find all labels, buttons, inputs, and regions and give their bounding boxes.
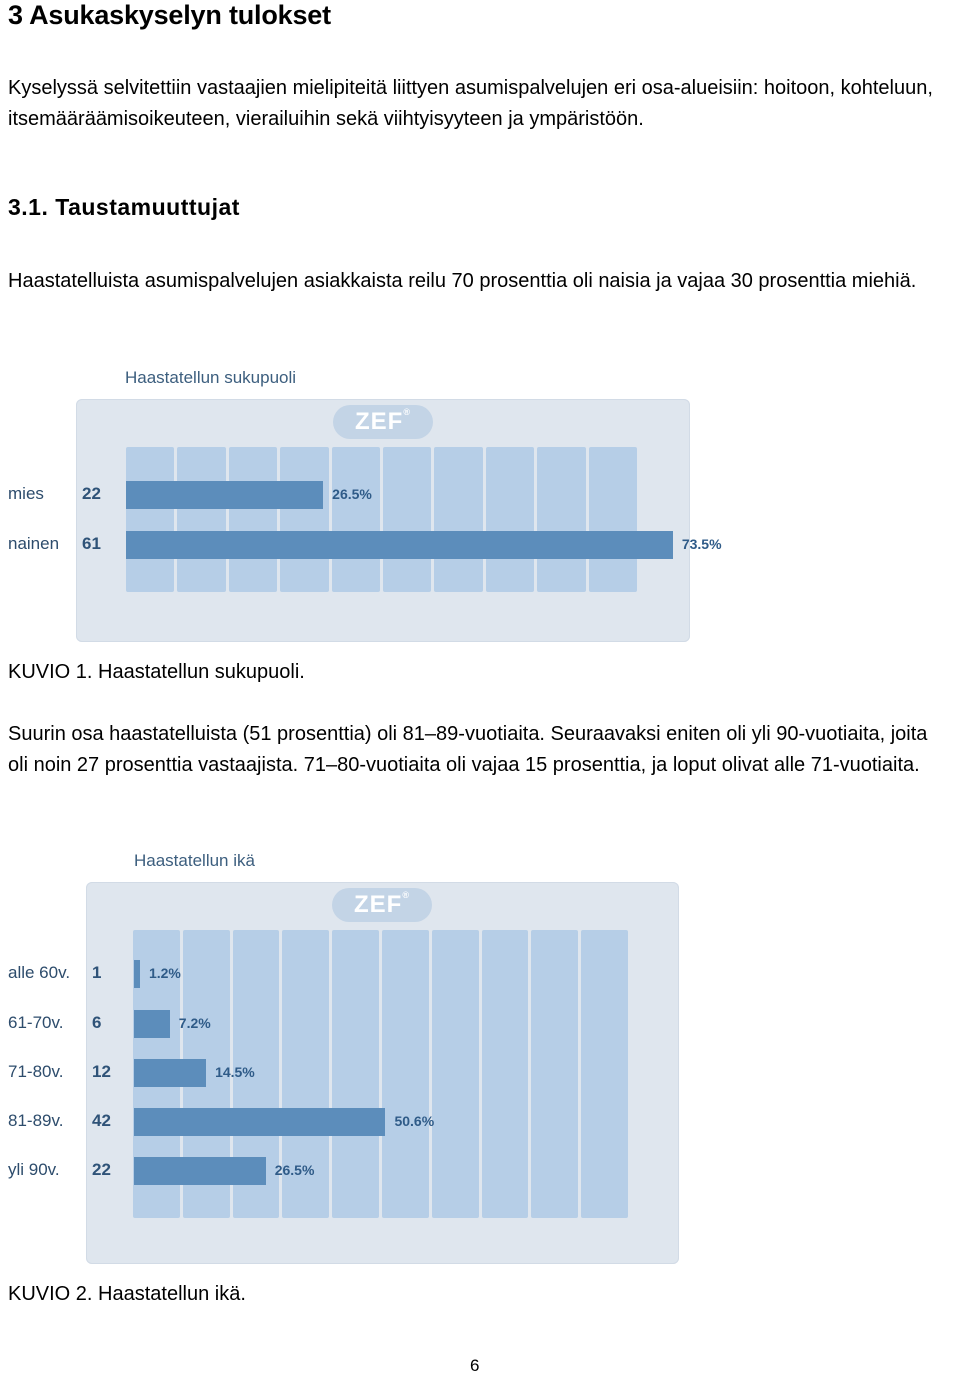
category-label: 61-70v.: [8, 1013, 64, 1032]
chart-grid: [133, 930, 631, 1218]
grid-column: [228, 447, 278, 592]
grid-column: [331, 447, 380, 592]
grid-column: [382, 930, 429, 1218]
value-label: 73.5%: [681, 536, 722, 552]
value-label: 1.2%: [148, 965, 181, 981]
figure1-caption: KUVIO 1. Haastatellun sukupuoli.: [8, 661, 305, 683]
grid-column: [177, 447, 226, 592]
page-heading: 3 Asukaskyselyn tulokset: [8, 0, 331, 30]
bar: [134, 1010, 170, 1038]
grid-column: [282, 930, 330, 1218]
grid-column: [537, 447, 586, 592]
grid-column: [485, 447, 535, 592]
count-label: 22: [92, 1160, 111, 1179]
bar: [134, 1157, 266, 1185]
value-label: 26.5%: [274, 1162, 315, 1178]
chart-title: Haastatellun ikä: [134, 851, 255, 870]
grid-column: [332, 930, 379, 1218]
count-label: 61: [82, 534, 101, 553]
category-label: 81-89v.: [8, 1111, 64, 1130]
registered-mark: ®: [402, 890, 410, 900]
chart-title: Haastatellun sukupuoli: [125, 368, 297, 387]
grid-column: [531, 930, 579, 1218]
intro-paragraph: Kyselyssä selvitettiin vastaajien mielip…: [8, 77, 933, 130]
bar: [126, 531, 673, 559]
bar: [134, 960, 140, 988]
count-label: 12: [92, 1062, 111, 1081]
zef-logo: ZEF®: [333, 405, 433, 439]
count-label: 22: [82, 484, 101, 503]
grid-column: [434, 447, 483, 592]
registered-mark: ®: [403, 407, 411, 417]
grid-column: [581, 930, 628, 1218]
grid-column: [481, 930, 529, 1218]
grid-column: [280, 447, 329, 592]
zef-logo: ZEF®: [332, 888, 432, 922]
count-label: 6: [92, 1013, 102, 1032]
chart-grid: [126, 447, 640, 592]
section-paragraph: Haastatelluista asumispalvelujen asiakka…: [8, 270, 917, 292]
category-label: nainen: [8, 534, 60, 553]
category-label: 71-80v.: [8, 1062, 64, 1081]
section-title: 3.1. Taustamuuttujat: [8, 194, 240, 220]
value-label: 14.5%: [215, 1064, 255, 1080]
grid-column: [431, 930, 479, 1218]
value-label: 50.6%: [394, 1113, 435, 1129]
page-number: 6: [470, 1356, 480, 1375]
grid-column: [126, 447, 175, 592]
value-label: 7.2%: [178, 1015, 211, 1031]
age-paragraph: Suurin osa haastatelluista (51 prosentti…: [8, 723, 928, 776]
bar: [134, 1059, 207, 1087]
grid-column: [383, 447, 432, 592]
count-label: 42: [92, 1111, 111, 1130]
bar: [126, 481, 324, 509]
grid-column: [588, 447, 637, 592]
category-label: mies: [8, 484, 44, 503]
bar: [134, 1108, 386, 1136]
category-label: yli 90v.: [8, 1160, 60, 1179]
category-label: alle 60v.: [8, 963, 71, 982]
count-label: 1: [92, 963, 102, 982]
figure2-caption: KUVIO 2. Haastatellun ikä.: [8, 1283, 246, 1305]
value-label: 26.5%: [332, 486, 372, 502]
